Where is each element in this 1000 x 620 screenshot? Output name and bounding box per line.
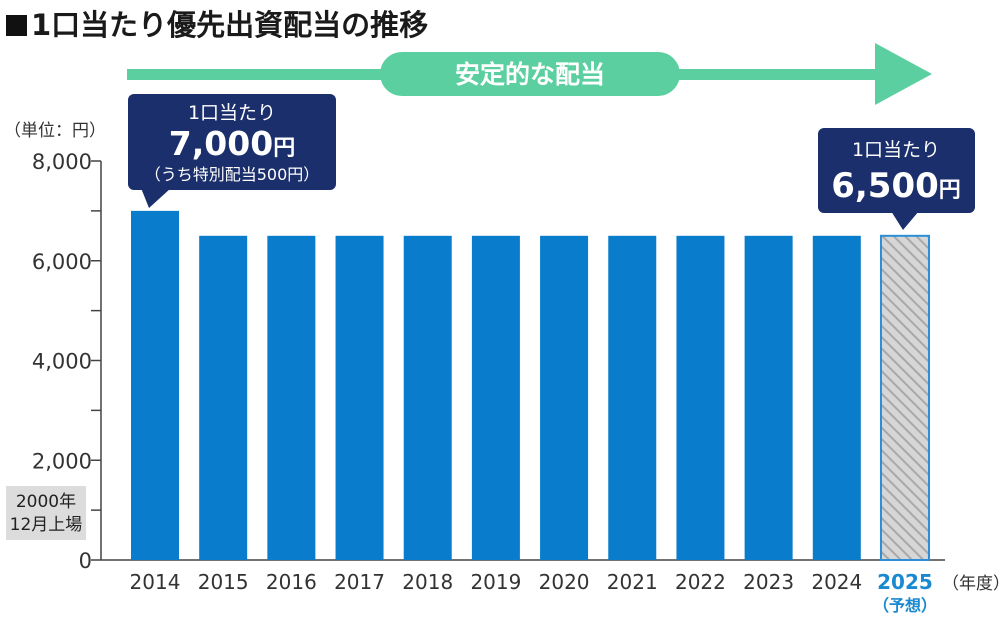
trend-label: 安定的な配当 — [455, 60, 605, 89]
forecast-label: （予想） — [873, 596, 937, 615]
x-tick-label: 2017 — [334, 570, 385, 594]
bar — [335, 235, 384, 560]
callout-pointer — [890, 211, 919, 230]
callout-box — [818, 128, 975, 213]
callout-value-text: 7,000円 — [169, 124, 295, 163]
y-tick-label: 2,000 — [32, 449, 92, 473]
callout-value-text: 6,500円 — [831, 166, 961, 206]
callout-unit: 円 — [273, 136, 295, 161]
bar-forecast — [879, 234, 930, 561]
bar — [744, 235, 793, 560]
y-unit-label: （単位：円） — [4, 121, 106, 141]
listing-note-line: 2000年 — [16, 492, 76, 512]
x-tick-label: 2018 — [402, 570, 453, 594]
callout-line3: （うち特別配当500円） — [145, 165, 320, 184]
bar — [199, 235, 248, 560]
bar — [471, 235, 520, 560]
bar — [131, 210, 179, 560]
callout-line1: 1口当たり — [188, 102, 276, 124]
trend-arrow-pill — [380, 52, 680, 96]
bar — [812, 235, 861, 560]
x-unit-label: （年度） — [942, 574, 1000, 594]
callout-pointer — [141, 188, 171, 208]
chart-title: 1口当たり優先出資配当の推移 — [6, 2, 428, 44]
x-tick-label: 2021 — [607, 570, 658, 594]
callout-value: 7,000 — [169, 124, 273, 163]
chart-title-text: 1口当たり優先出資配当の推移 — [31, 8, 429, 42]
x-tick-label: 2025 — [877, 570, 933, 594]
bar — [267, 235, 316, 560]
callout-line1: 1口当たり — [852, 139, 940, 161]
bar — [608, 235, 657, 560]
bar — [403, 235, 452, 560]
y-tick-label: 0 — [79, 549, 92, 573]
title-square-icon — [6, 15, 27, 36]
y-tick-label: 8,000 — [32, 150, 92, 174]
x-tick-label: 2022 — [675, 570, 726, 594]
x-tick-label: 2023 — [743, 570, 794, 594]
x-tick-label: 2016 — [266, 570, 317, 594]
x-tick-label: 2014 — [130, 570, 181, 594]
listing-note-box — [6, 486, 86, 540]
bar — [676, 235, 725, 560]
y-tick-label: 4,000 — [32, 350, 92, 374]
bar — [540, 235, 589, 560]
callout-2025: 1口当たり 6,500円 — [818, 128, 975, 230]
callout-unit: 円 — [939, 178, 961, 203]
x-tick-label: 2024 — [811, 570, 862, 594]
x-tick-label: 2020 — [539, 570, 590, 594]
callout-box — [128, 94, 336, 190]
x-tick-label: 2015 — [198, 570, 249, 594]
y-tick-label: 6,000 — [32, 250, 92, 274]
listing-note-line: 12月上場 — [10, 515, 83, 535]
trend-arrow-head — [875, 43, 932, 105]
callout-value: 6,500 — [831, 166, 939, 206]
x-tick-label: 2019 — [470, 570, 521, 594]
